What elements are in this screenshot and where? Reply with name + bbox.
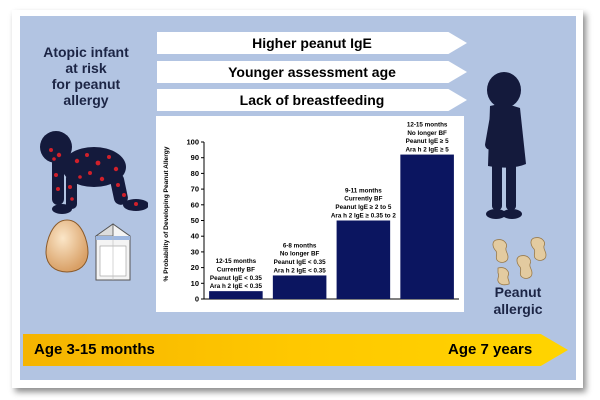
bar-annotation-line: No longer BF [280,251,320,258]
peanut-allergic-label-line: Peanut [494,284,542,300]
bar-annotation-line: 12-15 months [216,258,257,265]
y-tick-label: 30 [191,247,199,256]
bar-annotation-line: Ara h 2 IgE ≥ 5 [405,147,449,154]
y-tick-label: 0 [195,295,199,304]
milk-carton-icon [94,223,131,281]
at-risk-label-line: allergy [63,92,109,108]
bar-annotation-line: Peanut IgE ≥ 2 to 5 [335,204,391,211]
y-tick-label: 90 [191,153,199,162]
y-tick-label: 10 [191,279,199,288]
at-risk-label-line: for peanut [51,76,121,92]
bar-annotation-line: Currently BF [344,196,382,203]
age-timeline-arrow [23,334,568,366]
factor-arrow-age: Younger assessment age [157,61,467,83]
bar-annotation-line: Ara h 2 IgE ≥ 0.35 to 2 [331,213,397,220]
y-tick-label: 80 [191,169,199,178]
factor-arrow-ige: Higher peanut IgE [157,32,467,54]
standing-child-icon [485,72,526,219]
peanut-allergic-label-line: allergic [493,301,543,317]
at-risk-infant-label: Atopic infant at risk for peanut allergy [30,44,142,108]
y-axis-label: % Probability of Developing Peanut Aller… [163,146,170,281]
at-risk-label-line: at risk [65,60,107,76]
crawling-infant-icon [40,131,148,214]
bar-annotation-line: 6-8 months [283,242,317,249]
bar-annotation-line: 12-15 months [407,121,448,128]
bar [400,154,454,299]
y-tick-label: 40 [191,232,199,241]
age-start-label: Age 3-15 months [34,341,155,358]
y-tick-label: 70 [191,185,199,194]
y-tick-label: 60 [191,200,199,209]
age-end-label: Age 7 years [448,341,533,358]
y-tick-label: 20 [191,263,199,272]
probability-bar-chart: % Probability of Developing Peanut Aller… [163,121,459,304]
y-tick-label: 100 [186,138,199,147]
bar-annotation-line: Peanut IgE ≥ 5 [406,138,449,145]
bar-annotation-line: Peanut IgE < 0.35 [210,275,262,282]
bar-annotation-line: Ara h 2 IgE < 0.35 [210,283,263,290]
at-risk-label-line: Atopic infant [43,44,129,60]
peanuts-icon [492,237,547,286]
bar [209,291,263,299]
bar [336,220,391,299]
bar-annotation-line: Peanut IgE < 0.35 [274,259,326,266]
egg-icon [45,219,89,273]
y-tick-label: 50 [191,216,199,225]
peanut-allergic-label: Peanut allergic [478,284,558,318]
bar-annotation-line: 9-11 months [345,187,382,194]
chart-panel: % Probability of Developing Peanut Aller… [156,116,464,312]
bar-annotation-line: Ara h 2 IgE < 0.35 [273,267,326,274]
factor-arrow-breastfeeding: Lack of breastfeeding [157,89,467,111]
bar-annotation-line: Currently BF [217,266,255,273]
bars-group [209,154,454,299]
bar [272,275,327,299]
bar-annotation-line: No longer BF [407,130,447,137]
